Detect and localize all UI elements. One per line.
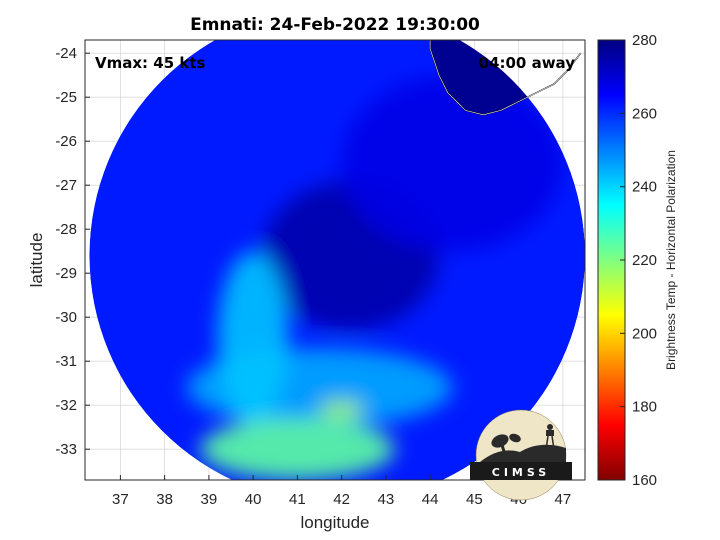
y-tick-label: -29: [55, 265, 77, 282]
y-tick-label: -28: [55, 221, 77, 238]
y-axis-label: latitude: [27, 233, 46, 288]
axes-frame: [84, 39, 586, 481]
field-cell-42: [319, 400, 364, 419]
x-tick-label: 41: [289, 491, 306, 508]
field-northeast-warm: [341, 75, 563, 252]
y-tick-label: -25: [55, 89, 77, 106]
time-offset-annotation: 04:00 away: [479, 54, 576, 72]
colorbar-tick-label: 240: [632, 179, 657, 196]
coastline-highlight: [429, 40, 581, 116]
field-regions: [186, 75, 563, 480]
x-tick-label: 38: [156, 491, 173, 508]
colorbar-tick-label: 200: [632, 325, 657, 342]
x-tick-label: 37: [112, 491, 129, 508]
x-axis-label: longitude: [300, 513, 369, 532]
x-tick-label: 44: [422, 491, 439, 508]
x-tick-label: 43: [378, 491, 395, 508]
y-tick-label: -31: [55, 353, 77, 370]
x-tick-label: 42: [333, 491, 350, 508]
colorbar-ticks: 280 260 240 220 200 180 160: [620, 32, 657, 489]
y-ticks: -24 -25 -26 -27 -28 -29 -30 -31 -32 -33: [55, 45, 90, 458]
colorbar-tick-label: 280: [632, 32, 657, 49]
vmax-annotation: Vmax: 45 kts: [95, 54, 205, 72]
y-tick-label: -33: [55, 441, 77, 458]
x-tick-label: 40: [245, 491, 262, 508]
cimss-logo: CIMSS: [470, 409, 572, 501]
logo-text: CIMSS: [492, 466, 550, 479]
x-tick-label: 45: [466, 491, 483, 508]
colorbar-tick-label: 180: [632, 399, 657, 416]
swath-field: [89, 40, 585, 480]
field-west-band: [217, 251, 289, 428]
y-tick-label: -27: [55, 177, 77, 194]
y-tick-label: -30: [55, 309, 77, 326]
y-tick-label: -26: [55, 133, 77, 150]
colorbar-tick-label: 220: [632, 252, 657, 269]
y-tick-label: -24: [55, 45, 77, 62]
x-tick-label: 39: [201, 491, 218, 508]
x-tick-label: 47: [555, 491, 572, 508]
y-tick-label: -32: [55, 397, 77, 414]
colorbar-tick-label: 160: [632, 472, 657, 489]
colorbar-tick-label: 260: [632, 105, 657, 122]
x-ticks: 3738394041424344454647: [112, 475, 571, 508]
chart-title: Emnati: 24-Feb-2022 19:30:00: [190, 15, 480, 35]
colorbar-label: Brightness Temp - Horizontal Polarizatio…: [664, 150, 678, 370]
field-south-rain: [200, 418, 395, 480]
